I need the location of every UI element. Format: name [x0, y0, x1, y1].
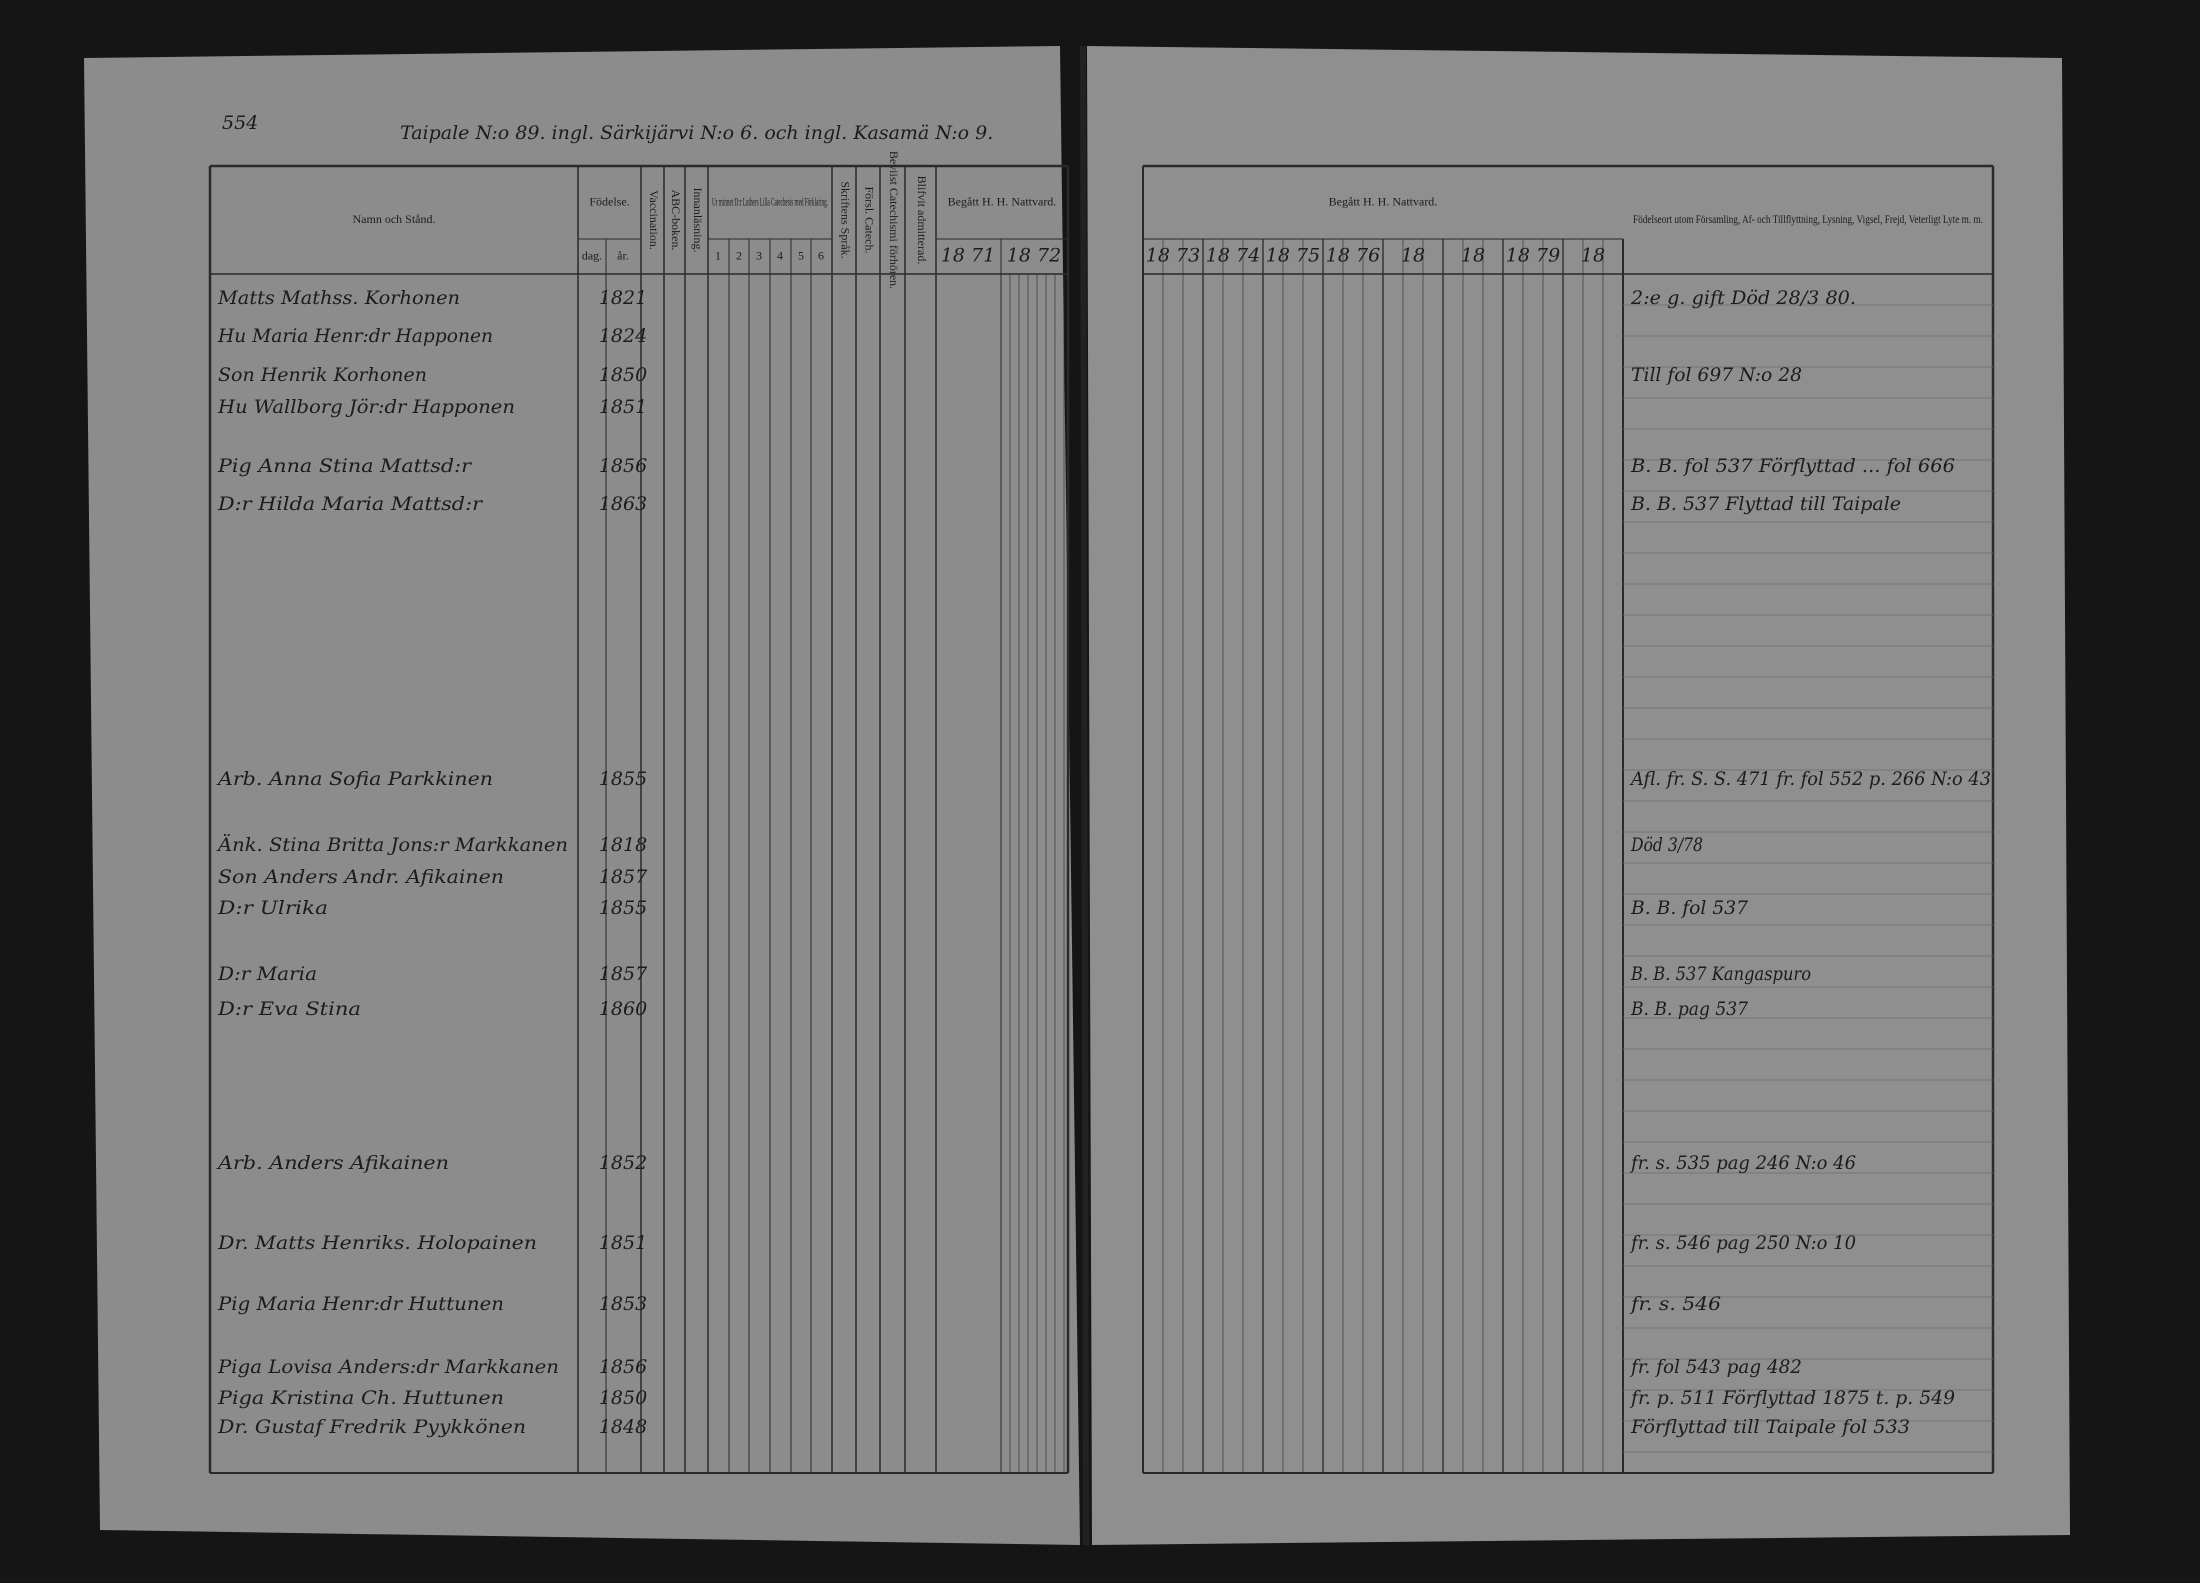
- entry-note: B. B. fol 537: [1630, 897, 1749, 919]
- entry-year: 1821: [599, 287, 647, 309]
- entry-name: D:r Eva Stina: [217, 998, 361, 1020]
- entry-note: B. B. 537 Flyttad till Taipale: [1630, 493, 1901, 515]
- entry-note: fr. p. 511 Förflyttad 1875 t. p. 549: [1629, 1387, 1955, 1409]
- page-number: 554: [222, 112, 258, 134]
- entry-year: 1824: [599, 325, 647, 347]
- column-subheader: dag.: [582, 248, 602, 262]
- entry-name: Piga Lovisa Anders:dr Markkanen: [217, 1356, 559, 1378]
- column-subheader: 18 74: [1206, 245, 1260, 267]
- column-header: Födelseort utom Församling, Af- och Till…: [1633, 212, 1983, 226]
- entry-note: Förflyttad till Taipale fol 533: [1630, 1416, 1910, 1438]
- column-header: Försl. Catech.: [862, 187, 876, 254]
- column-header: Skriftens Språk.: [838, 181, 852, 258]
- column-subheader: 18: [1461, 245, 1485, 267]
- entry-note: fr. s. 535 pag 246 N:o 46: [1629, 1152, 1856, 1174]
- column-header: Vaccination.: [647, 190, 661, 250]
- column-subheader: 18: [1581, 245, 1605, 267]
- entry-year: 1818: [599, 834, 647, 856]
- entry-note: fr. s. 546 pag 250 N:o 10: [1629, 1232, 1856, 1254]
- column-subheader: 18 71: [941, 245, 995, 267]
- entry-year: 1855: [599, 768, 647, 790]
- entry-year: 1857: [599, 866, 648, 888]
- column-header: Begått H. H. Nattvard.: [1329, 194, 1438, 208]
- entry-year: 1853: [599, 1293, 647, 1315]
- gutter: [1080, 45, 1089, 1546]
- entry-year: 1850: [599, 364, 647, 386]
- entry-year: 1848: [599, 1416, 647, 1438]
- entry-name: Pig Maria Henr:dr Huttunen: [217, 1293, 504, 1315]
- entry-year: 1855: [599, 897, 647, 919]
- entry-year: 1852: [599, 1152, 647, 1174]
- entry-note: Död 3/78: [1630, 834, 1703, 856]
- column-subheader: 3: [756, 248, 762, 262]
- entry-name: Arb. Anders Afikainen: [216, 1152, 449, 1174]
- entry-year: 1863: [599, 493, 647, 515]
- entry-note: Afl. fr. S. S. 471 fr. fol 552 p. 266 N:…: [1629, 768, 1991, 790]
- entry-year: 1856: [599, 1356, 647, 1378]
- column-subheader: 4: [777, 248, 783, 262]
- column-subheader: 6: [818, 248, 824, 262]
- column-subheader: 18 75: [1266, 245, 1320, 267]
- entry-name: Pig Anna Stina Mattsd:r: [217, 455, 473, 477]
- entry-year: 1851: [599, 396, 647, 418]
- column-header: ABC-boken.: [669, 190, 683, 251]
- entry-year: 1851: [599, 1232, 647, 1254]
- page-title: Taipale N:o 89. ingl. Särkijärvi N:o 6. …: [400, 122, 993, 144]
- entry-year: 1860: [599, 998, 647, 1020]
- column-subheader: 18 76: [1326, 245, 1380, 267]
- column-subheader: 5: [798, 248, 804, 262]
- column-subheader: år.: [617, 248, 629, 262]
- entry-year: 1857: [599, 963, 648, 985]
- entry-name: Hu Wallborg Jör:dr Happonen: [217, 396, 515, 418]
- entry-name: Son Henrik Korhonen: [218, 364, 427, 386]
- entry-note: B. B. 537 Kangaspuro: [1630, 963, 1811, 985]
- entry-name: Änk. Stina Britta Jons:r Markkanen: [216, 833, 568, 856]
- entry-name: Son Anders Andr. Afikainen: [218, 866, 504, 888]
- entry-name: D:r Maria: [217, 963, 317, 985]
- entry-name: D:r Ulrika: [217, 897, 328, 919]
- column-subheader: 18 72: [1007, 245, 1061, 267]
- column-subheader: 18 79: [1506, 245, 1560, 267]
- column-header: Begått H. H. Nattvard.: [948, 194, 1057, 208]
- entry-note: B. B. pag 537: [1630, 998, 1749, 1020]
- column-subheader: 1: [715, 248, 721, 262]
- column-header: Ur minnet D:r Luthers Lilla Catechesis m…: [712, 194, 828, 208]
- column-subheader: 18: [1401, 245, 1425, 267]
- entry-name: Matts Mathss. Korhonen: [217, 287, 460, 309]
- column-header: Födelse.: [589, 194, 629, 208]
- column-header: Beviist Catechismi förhören.: [887, 151, 901, 289]
- left-page: [84, 46, 1080, 1545]
- column-subheader: 18 73: [1146, 245, 1200, 267]
- entry-name: Dr. Matts Henriks. Holopainen: [217, 1232, 537, 1254]
- entry-year: 1850: [599, 1387, 647, 1409]
- column-header: Namn och Stånd.: [353, 212, 436, 226]
- column-subheader: 2: [736, 248, 742, 262]
- entry-name: Arb. Anna Sofia Parkkinen: [216, 768, 493, 790]
- right-page: [1087, 46, 2070, 1545]
- entry-note: B. B. fol 537 Förflyttad ... fol 666: [1630, 455, 1955, 477]
- entry-name: D:r Hilda Maria Mattsd:r: [217, 493, 484, 515]
- entry-note: Till fol 697 N:o 28: [1631, 364, 1802, 386]
- entry-note: 2:e g. gift Död 28/3 80.: [1630, 287, 1856, 309]
- entry-name: Piga Kristina Ch. Huttunen: [217, 1387, 504, 1409]
- entry-name: Hu Maria Henr:dr Happonen: [217, 325, 493, 347]
- entry-name: Dr. Gustaf Fredrik Pyykkönen: [217, 1416, 526, 1438]
- entry-note: fr. fol 543 pag 482: [1629, 1356, 1802, 1378]
- entry-note: fr. s. 546: [1629, 1293, 1721, 1315]
- column-header: Blifvit admitterad.: [915, 176, 929, 265]
- column-header: Innanläsning.: [691, 188, 705, 253]
- entry-year: 1856: [599, 455, 647, 477]
